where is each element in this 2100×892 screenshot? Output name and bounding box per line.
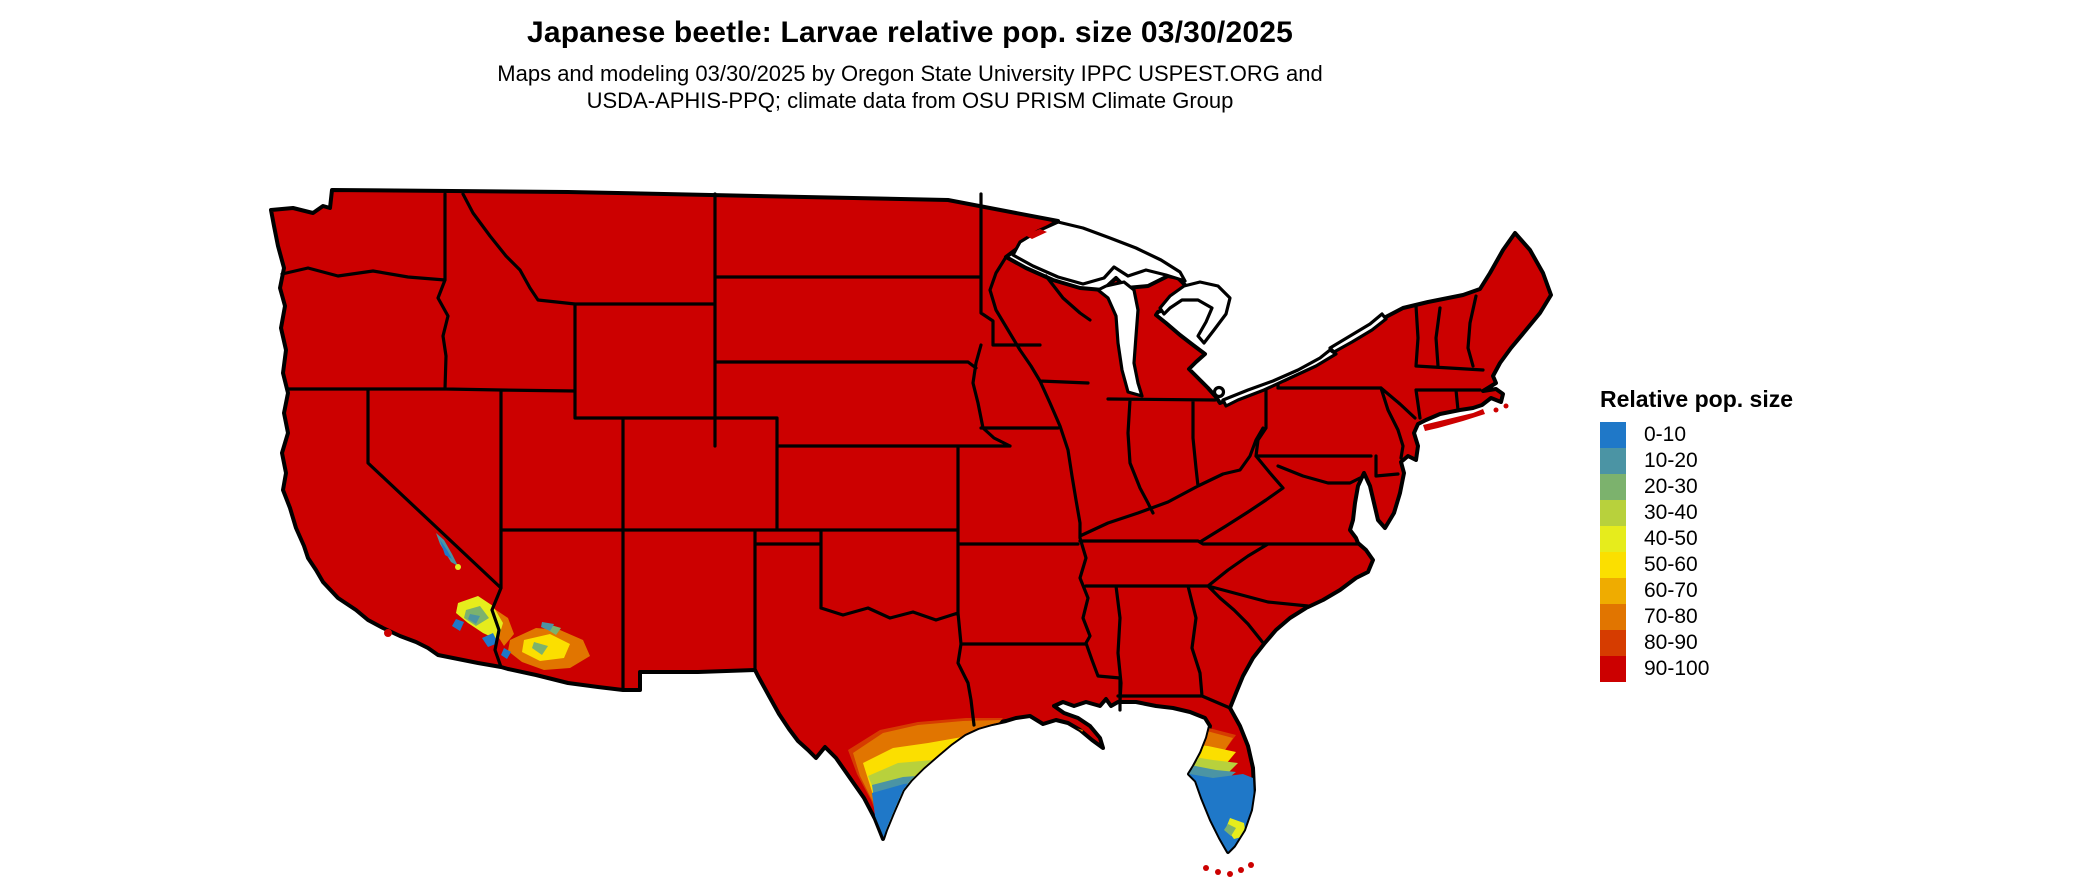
legend-label: 90-100	[1644, 657, 1710, 680]
patch-imperial-teal	[468, 614, 480, 624]
legend-item: 60-70	[1600, 578, 1793, 604]
channel-island	[362, 607, 368, 613]
legend-item: 90-100	[1600, 656, 1793, 682]
lake-michigan	[1096, 280, 1144, 398]
long-island	[1423, 409, 1485, 431]
lake-huron	[1158, 280, 1232, 345]
nantucket	[1493, 407, 1499, 413]
legend-label: 70-80	[1644, 605, 1698, 628]
florida-key	[1227, 871, 1233, 877]
legend-swatch	[1600, 448, 1626, 474]
map-title: Japanese beetle: Larvae relative pop. si…	[526, 16, 1294, 49]
lake-ontario	[1328, 312, 1388, 354]
legend-label: 30-40	[1644, 501, 1698, 524]
legend-label: 20-30	[1644, 475, 1698, 498]
patch-w-texas-speck	[721, 736, 727, 742]
islands	[362, 229, 1509, 877]
legend-label: 0-10	[1644, 423, 1687, 446]
patch-florida-0	[1178, 772, 1254, 852]
legend-item: 80-90	[1600, 630, 1793, 656]
subtitle-line-1: Maps and modeling 03/30/2025 by Oregon S…	[497, 61, 1323, 86]
patch-death-valley-teal	[436, 533, 458, 566]
lake-st-clair	[1212, 385, 1226, 399]
legend-swatch	[1600, 474, 1626, 500]
patch-la-delta-yellow	[1026, 730, 1041, 740]
great-lakes	[1011, 220, 1388, 408]
patch-w-texas-speck	[737, 744, 743, 750]
legend-item: 0-10	[1600, 422, 1793, 448]
florida-key	[1238, 867, 1244, 873]
legend-label: 60-70	[1644, 579, 1698, 602]
legend-item: 20-30	[1600, 474, 1793, 500]
legend-item: 40-50	[1600, 526, 1793, 552]
legend-swatch	[1600, 656, 1626, 682]
lake-erie	[1221, 348, 1338, 408]
map-subtitle: Maps and modeling 03/30/2025 by Oregon S…	[0, 60, 1820, 114]
patch-la-delta-teal	[1034, 738, 1045, 746]
legend-items: 0-10 10-20 20-30 30-40 40-50 50-60 60-70 70-80 8…	[1600, 422, 1793, 682]
subtitle-line-2: USDA-APHIS-PPQ; climate data from OSU PR…	[586, 88, 1234, 113]
map-area	[268, 178, 1578, 892]
legend-swatch	[1600, 526, 1626, 552]
channel-island	[377, 609, 383, 615]
patch-w-texas-speck	[751, 748, 757, 754]
legend-item: 10-20	[1600, 448, 1793, 474]
patch-s-arizona-green	[532, 642, 548, 655]
lake-superior	[1011, 220, 1187, 286]
marthas-vineyard	[1503, 403, 1509, 409]
patch-death-valley-speck	[455, 564, 461, 570]
legend-swatch	[1600, 630, 1626, 656]
us-choropleth-map	[269, 188, 1553, 877]
patch-la-delta-orange	[1018, 722, 1058, 749]
florida-key	[1215, 869, 1221, 875]
legend-label: 50-60	[1644, 553, 1698, 576]
legend: Relative pop. size 0-10 10-20 20-30 30-40 40…	[1600, 386, 1793, 682]
legend-label: 40-50	[1644, 527, 1698, 550]
legend-swatch	[1600, 422, 1626, 448]
legend-swatch	[1600, 604, 1626, 630]
channel-island	[416, 633, 422, 639]
patch-death-valley-blue	[440, 540, 452, 559]
patch-florida-green-dab	[1224, 824, 1236, 836]
state-borders	[280, 192, 1485, 727]
florida-key	[1248, 862, 1254, 868]
legend-swatch	[1600, 578, 1626, 604]
patch-s-arizona-teal	[541, 622, 554, 631]
legend-label: 80-90	[1644, 631, 1698, 654]
legend-swatch	[1600, 552, 1626, 578]
isle-royale	[1025, 229, 1047, 239]
florida-key	[1203, 865, 1209, 871]
channel-island	[384, 629, 392, 637]
legend-swatch	[1600, 500, 1626, 526]
legend-label: 10-20	[1644, 449, 1698, 472]
patch-imperial-blue	[452, 619, 464, 631]
channel-island	[403, 627, 409, 633]
patch-s-arizona-blue	[501, 648, 511, 659]
legend-title: Relative pop. size	[1600, 386, 1794, 412]
legend-item: 50-60	[1600, 552, 1793, 578]
patch-colorado-river-blue	[482, 633, 498, 647]
legend-item: 70-80	[1600, 604, 1793, 630]
legend-item: 30-40	[1600, 500, 1793, 526]
